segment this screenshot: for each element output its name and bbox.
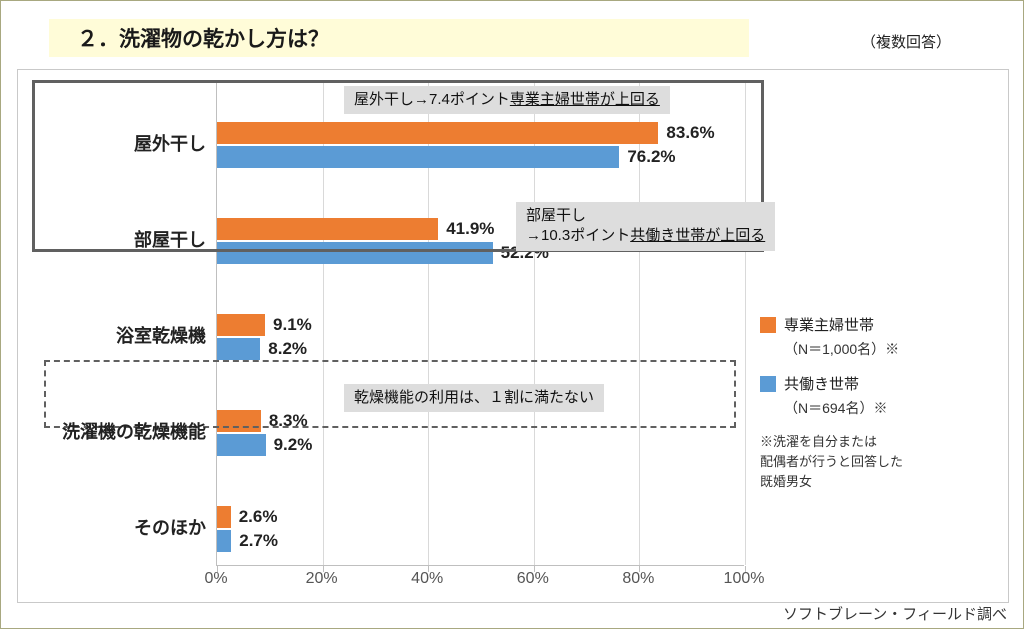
legend-sublabel: （N＝694名）※ — [784, 398, 980, 418]
x-tick-label: 80% — [622, 570, 654, 588]
x-tick-label: 20% — [306, 570, 338, 588]
bar — [217, 506, 231, 528]
legend-item: 専業主婦世帯 — [760, 314, 980, 335]
bar — [217, 314, 265, 336]
legend-sublabel: （N＝1,000名）※ — [784, 339, 980, 359]
category-label: そのほか — [26, 518, 206, 540]
callout-outdoor-prefix: 屋外干し→7.4ポイント — [354, 91, 510, 108]
legend-item: 共働き世帯 — [760, 373, 980, 394]
bar-value-label: 2.6% — [239, 506, 278, 528]
callout-indoor-prefix: →10.3ポイント — [526, 227, 630, 244]
x-tick-label: 40% — [411, 570, 443, 588]
callout-outdoor: 屋外干し→7.4ポイント専業主婦世帯が上回る — [344, 86, 670, 114]
bar — [217, 338, 260, 360]
chart-title-text: ２．洗濯物の乾かし方は？ — [77, 23, 329, 53]
legend-swatch — [760, 376, 776, 392]
callout-outdoor-underline: 専業主婦世帯が上回る — [510, 91, 660, 108]
bar-value-label: 9.1% — [273, 314, 312, 336]
bar-value-label: 9.2% — [274, 434, 313, 456]
legend-label: 共働き世帯 — [784, 373, 859, 394]
x-tick-label: 60% — [517, 570, 549, 588]
multi-answer-label: （複数回答） — [861, 31, 951, 52]
credit-line: ソフトブレーン・フィールド調べ — [783, 603, 1007, 624]
legend-swatch — [760, 317, 776, 333]
callout-dryer-text: 乾燥機能の利用は、１割に満たない — [354, 389, 594, 406]
callout-indoor-underline: 共働き世帯が上回る — [630, 227, 765, 244]
category-label: 屋外干し — [26, 134, 206, 156]
x-tick-label: 100% — [724, 570, 765, 588]
x-tick-label: 0% — [204, 570, 227, 588]
chart-title: ２．洗濯物の乾かし方は？ — [49, 19, 749, 57]
category-label: 浴室乾燥機 — [26, 326, 206, 348]
bar — [217, 434, 266, 456]
bar — [217, 530, 231, 552]
chart-frame: 83.6%76.2%41.9%52.2%9.1%8.2%8.3%9.2%2.6%… — [17, 69, 1009, 603]
legend-note: ※洗濯を自分または配偶者が行うと回答した既婚男女 — [760, 432, 980, 492]
callout-dryer: 乾燥機能の利用は、１割に満たない — [344, 384, 604, 412]
callout-indoor-line1: 部屋干し — [526, 207, 586, 224]
bar-value-label: 8.2% — [268, 338, 307, 360]
legend-label: 専業主婦世帯 — [784, 314, 874, 335]
category-label: 洗濯機の乾燥機能 — [26, 422, 206, 444]
chart-legend: 専業主婦世帯 （N＝1,000名）※ 共働き世帯 （N＝694名）※ ※洗濯を自分または… — [760, 314, 980, 492]
callout-indoor: 部屋干し →10.3ポイント共働き世帯が上回る — [516, 202, 775, 251]
bar-value-label: 2.7% — [239, 530, 278, 552]
category-label: 部屋干し — [26, 230, 206, 252]
